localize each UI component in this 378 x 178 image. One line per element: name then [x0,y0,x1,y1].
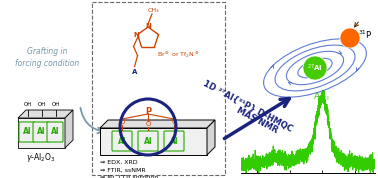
Circle shape [340,28,360,48]
Text: Br$^\ominus$ or Tf$_2$N$^\ominus$: Br$^\ominus$ or Tf$_2$N$^\ominus$ [157,50,199,60]
Text: Al: Al [51,127,59,137]
Text: N: N [133,32,139,38]
Polygon shape [65,110,73,148]
Text: $^{31}$P: $^{31}$P [358,29,372,41]
Polygon shape [100,120,215,128]
Text: ⇒ FTIR, ssNMR: ⇒ FTIR, ssNMR [100,167,146,172]
Text: Al: Al [170,137,178,145]
Circle shape [303,56,327,80]
Text: O: O [145,121,151,127]
Text: $\gamma$-Al$_2$O$_3$: $\gamma$-Al$_2$O$_3$ [26,151,56,164]
Text: Al: Al [37,127,45,137]
Text: forcing condition: forcing condition [15,59,79,67]
Text: OH: OH [38,102,46,107]
Text: 1D ²⁷Al{³¹P} D-HMQC: 1D ²⁷Al{³¹P} D-HMQC [202,78,294,134]
Text: MAS NMR: MAS NMR [235,105,279,135]
Text: ⇒ EDX, XRD: ⇒ EDX, XRD [100,159,138,164]
Text: Al: Al [144,137,152,145]
Text: O: O [171,119,177,125]
Text: N: N [145,23,151,29]
Text: OH: OH [52,102,60,107]
Text: P: P [145,108,151,116]
Text: O: O [119,119,125,125]
FancyBboxPatch shape [47,122,63,142]
Polygon shape [18,118,65,148]
Polygon shape [18,110,73,118]
Text: Al: Al [23,127,31,137]
Polygon shape [100,128,207,155]
Text: ⇒ N₂, CO₂ sorption: ⇒ N₂, CO₂ sorption [100,176,158,178]
Text: $\mathrm{Al_{VI}}$: $\mathrm{Al_{VI}}$ [313,90,329,103]
Text: Grafting in: Grafting in [27,48,67,56]
FancyBboxPatch shape [164,131,184,151]
FancyBboxPatch shape [33,122,49,142]
Text: $^{27}$Al: $^{27}$Al [307,62,323,74]
Text: Al: Al [118,137,126,145]
Polygon shape [207,120,215,155]
FancyBboxPatch shape [112,131,132,151]
FancyBboxPatch shape [19,122,35,142]
Text: CH₃: CH₃ [147,9,159,14]
FancyBboxPatch shape [138,131,158,151]
Text: OH: OH [24,102,32,107]
Text: A: A [132,69,137,75]
